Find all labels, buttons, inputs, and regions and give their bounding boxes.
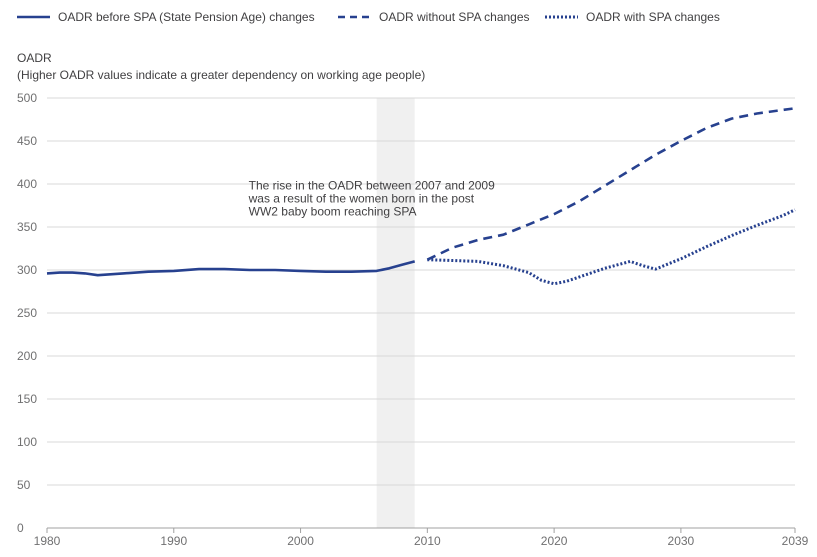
x-tick-label-2020: 2020 bbox=[541, 534, 568, 548]
y-tick-label-300: 300 bbox=[17, 263, 37, 277]
y-tick-label-50: 50 bbox=[17, 478, 31, 492]
y-axis-sublabel: (Higher OADR values indicate a greater d… bbox=[17, 68, 425, 82]
y-tick-label-100: 100 bbox=[17, 435, 37, 449]
y-tick-label-150: 150 bbox=[17, 392, 37, 406]
legend-label: OADR before SPA (State Pension Age) chan… bbox=[58, 10, 315, 24]
x-tick-label-2010: 2010 bbox=[414, 534, 441, 548]
y-axis-label: OADR bbox=[17, 51, 52, 65]
annotation-line-1: The rise in the OADR between 2007 and 20… bbox=[249, 179, 495, 193]
series-with-spa-changes-line bbox=[427, 208, 796, 286]
y-tick-label-450: 450 bbox=[17, 134, 37, 148]
annotation: The rise in the OADR between 2007 and 20… bbox=[248, 179, 495, 219]
legend-item-without-spa: OADR without SPA changes bbox=[338, 10, 530, 24]
series-before-spa-changes-line bbox=[46, 260, 416, 277]
y-tick-label-500: 500 bbox=[17, 91, 37, 105]
annotation-line-2: was a result of the women born in the po… bbox=[248, 192, 475, 206]
x-tick-label-1980: 1980 bbox=[34, 534, 61, 548]
y-tick-label-250: 250 bbox=[17, 306, 37, 320]
x-tick-label-2030: 2030 bbox=[668, 534, 695, 548]
legend-item-before-spa: OADR before SPA (State Pension Age) chan… bbox=[17, 10, 315, 24]
y-tick-label-350: 350 bbox=[17, 220, 37, 234]
legend: OADR before SPA (State Pension Age) chan… bbox=[17, 10, 720, 24]
annotation-line-3: WW2 baby boom reaching SPA bbox=[249, 205, 417, 219]
series-lines bbox=[46, 107, 796, 286]
y-tick-label-400: 400 bbox=[17, 177, 37, 191]
x-tick-label-1990: 1990 bbox=[160, 534, 187, 548]
x-tick-label-2039: 2039 bbox=[782, 534, 809, 548]
series-without-spa-changes-line bbox=[426, 107, 796, 261]
legend-label: OADR with SPA changes bbox=[586, 10, 720, 24]
y-tick-label-0: 0 bbox=[17, 521, 24, 535]
legend-item-with-spa: OADR with SPA changes bbox=[545, 10, 720, 24]
x-tick-label-2000: 2000 bbox=[287, 534, 314, 548]
y-axis-ticks: 0 50 100 150 200 250 300 350 400 450 500 bbox=[17, 91, 37, 535]
x-axis-ticks: 1980 1990 2000 2010 2020 2030 2039 bbox=[34, 528, 809, 548]
legend-label: OADR without SPA changes bbox=[379, 10, 530, 24]
gridlines bbox=[47, 97, 795, 529]
y-tick-label-200: 200 bbox=[17, 349, 37, 363]
